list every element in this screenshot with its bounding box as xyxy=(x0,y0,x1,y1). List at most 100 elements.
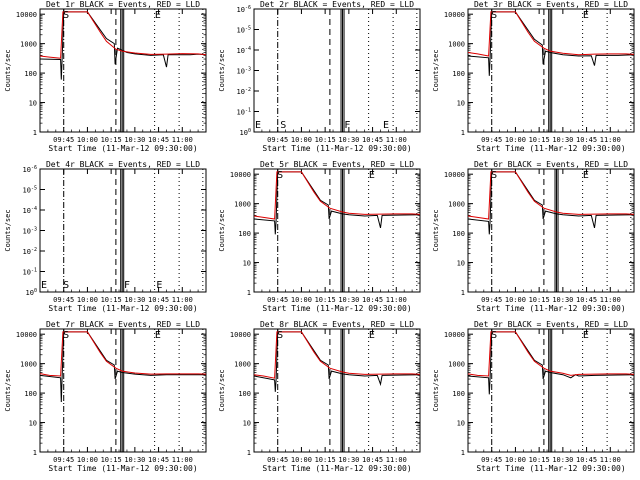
x-tick-label: 10:00 xyxy=(291,456,312,464)
y-axis-label: Counts/sec xyxy=(218,369,226,411)
x-tick-label: 10:00 xyxy=(505,296,526,304)
x-tick-label: 09:45 xyxy=(267,296,288,304)
x-tick-label: 09:45 xyxy=(481,456,502,464)
y-tick-label: 10-2 xyxy=(237,87,251,96)
y-tick-label: 1000 xyxy=(234,361,251,369)
event-letter-s: S xyxy=(280,120,286,131)
x-tick-label: 10:15 xyxy=(315,136,336,144)
y-axis-label: Counts/sec xyxy=(432,369,440,411)
y-tick-label: 10 xyxy=(29,420,37,428)
x-axis-title: Start Time (11-Mar-12 09:30:00) xyxy=(48,144,197,153)
x-axis-title: Start Time (11-Mar-12 09:30:00) xyxy=(262,304,411,313)
panel-title: Det 8r BLACK = Events, RED = LLD xyxy=(260,320,414,329)
plot-frame xyxy=(39,8,207,133)
event-letter-e: E xyxy=(583,330,589,341)
panel-title: Det 5r BLACK = Events, RED = LLD xyxy=(260,160,414,169)
detector-panel-8: 1 10 100 1000 10000 09:45 10:00 10:15 10:30 10:45… xyxy=(218,320,421,473)
x-tick-label: 10:45 xyxy=(362,296,383,304)
x-tick-label: 11:00 xyxy=(600,136,621,144)
y-tick-label: 1 xyxy=(33,129,37,137)
y-tick-label: 1 xyxy=(33,449,37,457)
lld-series-line xyxy=(467,171,635,220)
x-axis-title: Start Time (11-Mar-12 09:30:00) xyxy=(476,464,625,473)
x-tick-label: 10:00 xyxy=(291,296,312,304)
x-tick-label: 10:30 xyxy=(124,296,145,304)
event-letter-e: E xyxy=(155,330,161,341)
y-tick-label: 100 xyxy=(24,70,37,78)
panel-title: Det 4r BLACK = Events, RED = LLD xyxy=(46,160,200,169)
x-tick-label: 10:00 xyxy=(77,136,98,144)
x-tick-label: 09:45 xyxy=(53,296,74,304)
x-tick-label: 10:15 xyxy=(101,136,122,144)
y-tick-label: 10000 xyxy=(16,331,37,339)
events-series-line xyxy=(467,171,635,235)
x-tick-label: 10:45 xyxy=(576,456,597,464)
plot-frame xyxy=(253,168,421,293)
y-axis-label: Counts/sec xyxy=(432,209,440,251)
x-tick-label: 10:00 xyxy=(505,456,526,464)
x-tick-label: 10:30 xyxy=(338,456,359,464)
event-letter-s: S xyxy=(63,330,69,341)
y-tick-label: 10-4 xyxy=(237,46,251,55)
event-letter-e: E xyxy=(156,280,162,291)
panel-title: Det 6r BLACK = Events, RED = LLD xyxy=(474,160,628,169)
y-tick-label: 10000 xyxy=(444,11,465,19)
x-tick-label: 10:00 xyxy=(77,456,98,464)
lld-series-line xyxy=(253,171,421,220)
events-series-line xyxy=(39,331,206,403)
detector-panel-6: 1 10 100 1000 10000 09:45 10:00 10:15 10:30 10:45… xyxy=(432,160,635,313)
y-tick-label: 1000 xyxy=(20,361,37,369)
x-tick-label: 11:00 xyxy=(386,456,407,464)
y-tick-label: 1 xyxy=(247,449,251,457)
x-tick-label: 09:45 xyxy=(267,136,288,144)
y-tick-label: 10 xyxy=(457,260,465,268)
y-tick-label: 10 xyxy=(29,100,37,108)
lld-series-line xyxy=(39,331,207,377)
detector-panel-1: 1 10 100 1000 10000 09:45 10:00 10:15 10:30 10:45… xyxy=(4,0,207,153)
y-tick-label: 10000 xyxy=(444,171,465,179)
x-tick-label: 10:15 xyxy=(315,296,336,304)
x-tick-label: 09:45 xyxy=(481,136,502,144)
x-tick-label: 10:45 xyxy=(576,296,597,304)
events-series-line xyxy=(253,171,421,235)
events-series-line xyxy=(253,331,421,392)
event-letter-e: E xyxy=(369,170,375,181)
event-letter-f: F xyxy=(124,280,130,291)
y-tick-label: 10 xyxy=(457,100,465,108)
x-tick-label: 10:30 xyxy=(338,296,359,304)
lld-series-line xyxy=(467,331,635,377)
y-tick-label: 1000 xyxy=(20,41,37,49)
x-tick-label: 09:45 xyxy=(267,456,288,464)
event-letter-s: S xyxy=(277,170,283,181)
y-tick-label: 100 xyxy=(452,390,465,398)
plot-frame xyxy=(467,168,635,293)
y-tick-label: 10-5 xyxy=(237,26,251,35)
y-axis-label: Counts/sec xyxy=(4,369,12,411)
lld-series-line xyxy=(253,331,421,379)
event-letter-s: S xyxy=(63,10,69,21)
event-letter-e: E xyxy=(583,10,589,21)
x-tick-label: 10:45 xyxy=(576,136,597,144)
x-tick-label: 10:45 xyxy=(148,456,169,464)
x-tick-label: 10:00 xyxy=(505,136,526,144)
y-axis-label: Counts/sec xyxy=(4,49,12,91)
y-tick-label: 100 xyxy=(452,230,465,238)
x-tick-label: 10:45 xyxy=(148,296,169,304)
x-tick-label: 10:45 xyxy=(362,136,383,144)
x-axis-title: Start Time (11-Mar-12 09:30:00) xyxy=(476,144,625,153)
y-tick-label: 10-3 xyxy=(23,227,37,236)
y-tick-label: 10000 xyxy=(444,331,465,339)
x-tick-label: 10:00 xyxy=(291,136,312,144)
x-tick-label: 10:45 xyxy=(148,136,169,144)
y-tick-label: 100 xyxy=(238,230,251,238)
x-tick-label: 11:00 xyxy=(172,456,193,464)
x-tick-label: 11:00 xyxy=(172,296,193,304)
y-tick-label: 100 xyxy=(24,390,37,398)
lld-series-line xyxy=(467,11,635,57)
lld-series-line xyxy=(39,11,207,59)
event-letter-s: S xyxy=(63,280,69,291)
event-letter-e: E xyxy=(41,280,47,291)
x-tick-label: 10:45 xyxy=(362,456,383,464)
x-axis-title: Start Time (11-Mar-12 09:30:00) xyxy=(262,464,411,473)
